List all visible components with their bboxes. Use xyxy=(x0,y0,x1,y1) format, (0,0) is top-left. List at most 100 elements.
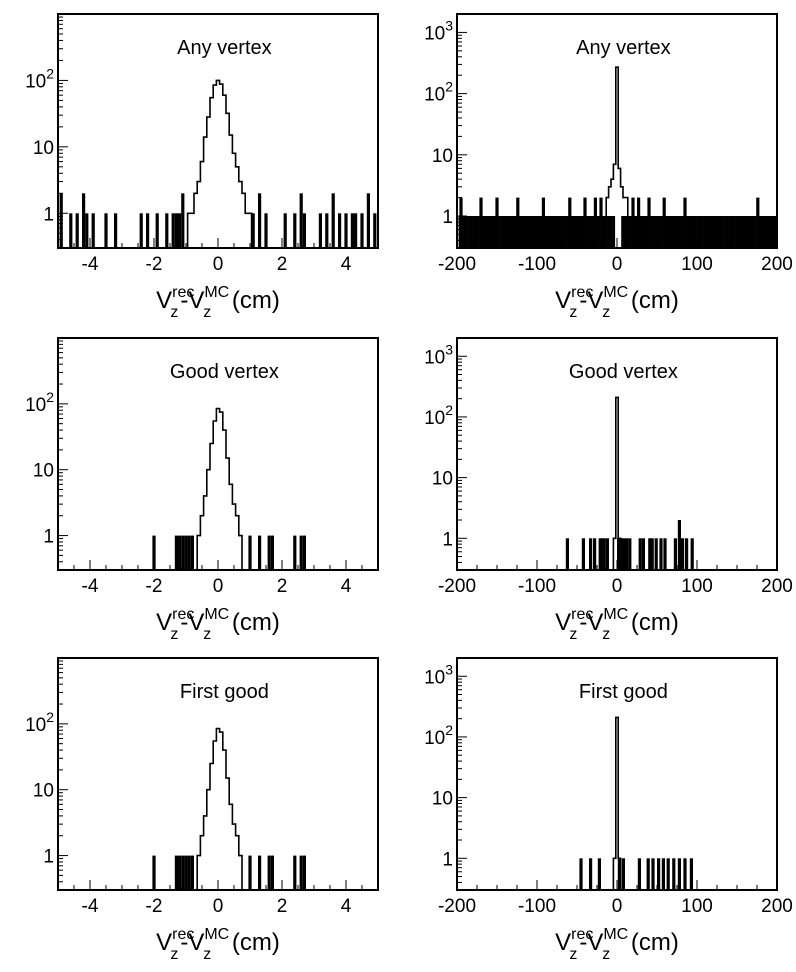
histogram-bin xyxy=(621,216,623,248)
histogram-bin xyxy=(584,216,586,248)
histogram-bin xyxy=(622,216,624,248)
y-tick-label: 1 xyxy=(442,207,453,228)
y-tick-label: 10 xyxy=(432,789,453,810)
histogram-core xyxy=(605,66,629,248)
histogram-bin xyxy=(293,535,297,570)
histogram-bin xyxy=(664,216,667,248)
histogram-bin xyxy=(299,535,303,570)
histogram-bin xyxy=(554,216,557,248)
histogram-bin xyxy=(522,216,525,248)
histogram-bin xyxy=(710,216,713,248)
x-tick-label: 0 xyxy=(213,254,224,275)
histogram-bin xyxy=(535,216,537,248)
histogram-bin xyxy=(181,193,185,248)
histogram-bin xyxy=(475,216,477,248)
histogram-bin xyxy=(732,216,735,248)
histogram-bin xyxy=(763,216,765,248)
histogram-bin xyxy=(774,216,777,248)
histogram-panel-3: -4 -2 0 2 4 1 10 102 Good vertex Vrec z-VMC z (cm) xyxy=(25,337,379,643)
histogram-bin xyxy=(676,216,678,248)
histogram-bin xyxy=(59,193,63,248)
histogram-bin xyxy=(625,216,627,248)
histogram-bin xyxy=(593,538,597,570)
histogram-bin xyxy=(513,216,516,248)
histogram-bin xyxy=(727,216,729,248)
histogram-bin xyxy=(580,216,582,248)
histogram-bin xyxy=(366,193,370,248)
histogram-bin xyxy=(500,216,503,248)
histogram-bin xyxy=(692,216,695,248)
histogram-bin xyxy=(174,535,178,570)
histogram-bin xyxy=(683,858,687,890)
histogram-bin xyxy=(338,213,342,248)
panel-title: Any vertex xyxy=(177,37,271,59)
histogram-bin xyxy=(568,216,571,248)
histogram-bin xyxy=(673,216,676,248)
histogram-bin xyxy=(578,216,581,248)
histogram-bin xyxy=(498,216,500,248)
histogram-panel-5: -4 -2 0 2 4 1 10 102 First good Vrec z-VMC z (cm) xyxy=(25,657,379,963)
histogram-bin xyxy=(612,216,614,248)
histogram-bin xyxy=(661,858,665,890)
histogram-bin xyxy=(654,216,656,248)
histogram-bin xyxy=(520,216,522,248)
histogram-bin xyxy=(517,216,520,248)
histogram-bin xyxy=(681,538,685,570)
x-tick-label: 100 xyxy=(681,254,713,275)
x-tick-label: 100 xyxy=(681,896,713,917)
histogram-bin xyxy=(695,216,697,248)
histogram-bin xyxy=(668,216,671,248)
histogram-bin xyxy=(575,216,577,248)
histogram-bin xyxy=(104,213,108,248)
histogram-bin xyxy=(628,538,632,570)
y-tick-label: 1 xyxy=(43,527,54,548)
histogram-bin xyxy=(709,216,712,248)
histogram-bin xyxy=(731,216,733,248)
histogram-bin xyxy=(476,216,479,248)
histogram-bin xyxy=(674,216,677,248)
histogram-bin xyxy=(540,216,543,248)
histogram-bin xyxy=(723,216,726,248)
histogram-bin xyxy=(639,216,641,248)
histogram-bin xyxy=(635,216,637,248)
histogram-bin xyxy=(646,858,650,890)
histogram-bin xyxy=(644,216,646,248)
histogram-bin xyxy=(178,213,182,248)
histogram-bin xyxy=(756,216,759,248)
histogram-bin xyxy=(258,193,262,248)
histogram-bin xyxy=(589,858,593,890)
histogram-bin xyxy=(579,858,583,890)
histogram-bin xyxy=(565,538,569,570)
histogram-bin xyxy=(773,216,776,248)
histogram-bin xyxy=(617,858,621,890)
histogram-bin xyxy=(480,216,482,248)
x-tick-label: -2 xyxy=(146,576,163,597)
histogram-bin xyxy=(715,216,718,248)
histogram-bin xyxy=(638,538,642,570)
histogram-bin xyxy=(325,213,329,248)
histogram-bin xyxy=(190,535,194,570)
histogram-bin xyxy=(650,538,654,570)
histogram-bin xyxy=(472,216,475,248)
x-tick-label: 4 xyxy=(341,254,352,275)
histogram-bin xyxy=(302,535,306,570)
histogram-bin xyxy=(171,213,175,248)
panel-title: First good xyxy=(180,681,269,703)
histogram-bin xyxy=(741,216,744,248)
histogram-bin xyxy=(655,216,658,248)
histogram-bin xyxy=(641,216,644,248)
histogram-bin xyxy=(699,216,701,248)
histogram-bin xyxy=(625,538,629,570)
histogram-bin xyxy=(659,216,662,248)
histogram-bin xyxy=(689,216,691,248)
histogram-bin xyxy=(184,535,188,570)
histogram-bin xyxy=(563,216,566,248)
histogram-bin xyxy=(267,855,271,890)
histogram-bin xyxy=(609,216,612,248)
histogram-bin xyxy=(651,216,654,248)
y-tick-label: 102 xyxy=(424,79,453,106)
histogram-bin xyxy=(360,213,364,248)
histogram-bin xyxy=(497,216,499,248)
histogram-bin xyxy=(598,216,600,248)
histogram-bin xyxy=(705,216,708,248)
